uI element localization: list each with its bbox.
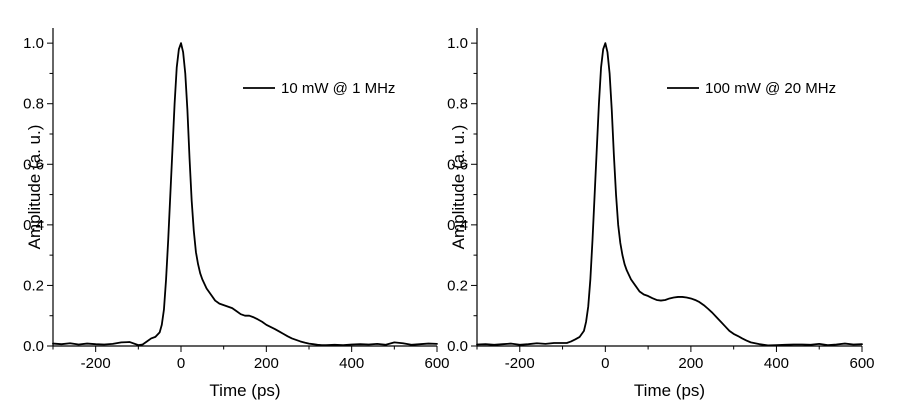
x-tick-label: -200 bbox=[81, 355, 111, 372]
y-tick-label: 0.4 bbox=[23, 217, 44, 234]
y-tick-label: 0.2 bbox=[23, 277, 44, 294]
y-tick-label: 1.0 bbox=[447, 35, 468, 52]
y-axis-title: Amplitude (a. u.) bbox=[25, 125, 44, 250]
y-tick-label: 0.4 bbox=[447, 217, 468, 234]
x-tick-label: 400 bbox=[764, 355, 789, 372]
chart-panel-left: -200 0 200 400 600 0.0 0.2 0.4 0.6 0.8 1.0 Time (ps… bbox=[23, 28, 450, 400]
y-axis-title: Amplitude (a. u.) bbox=[449, 125, 468, 250]
x-tick-label: 0 bbox=[601, 355, 609, 372]
x-tick-label: 0 bbox=[177, 355, 185, 372]
y-tick-label: 1.0 bbox=[23, 35, 44, 52]
x-tick-label: -200 bbox=[505, 355, 535, 372]
x-axis-title: Time (ps) bbox=[634, 381, 705, 400]
y-tick-label: 0.8 bbox=[23, 96, 44, 113]
x-tick-label: 400 bbox=[339, 355, 364, 372]
y-tick-label: 0.0 bbox=[23, 338, 44, 355]
y-tick-label: 0.6 bbox=[23, 156, 44, 173]
x-tick-label: 600 bbox=[849, 355, 874, 372]
series-line bbox=[52, 42, 438, 346]
y-tick-label: 0.6 bbox=[447, 156, 468, 173]
y-tick-label: 0.2 bbox=[447, 277, 468, 294]
x-tick-label: 200 bbox=[678, 355, 703, 372]
legend-label: 10 mW @ 1 MHz bbox=[281, 80, 395, 97]
chart-panel-right: -200 0 200 400 600 0.0 0.2 0.4 0.6 0.8 1.0 Time (ps… bbox=[447, 28, 875, 400]
x-axis-title: Time (ps) bbox=[209, 381, 280, 400]
y-tick-label: 0.8 bbox=[447, 96, 468, 113]
series-line bbox=[476, 42, 863, 347]
legend-label: 100 mW @ 20 MHz bbox=[705, 80, 836, 97]
x-tick-label: 600 bbox=[424, 355, 449, 372]
y-tick-label: 0.0 bbox=[447, 338, 468, 355]
x-tick-label: 200 bbox=[254, 355, 279, 372]
